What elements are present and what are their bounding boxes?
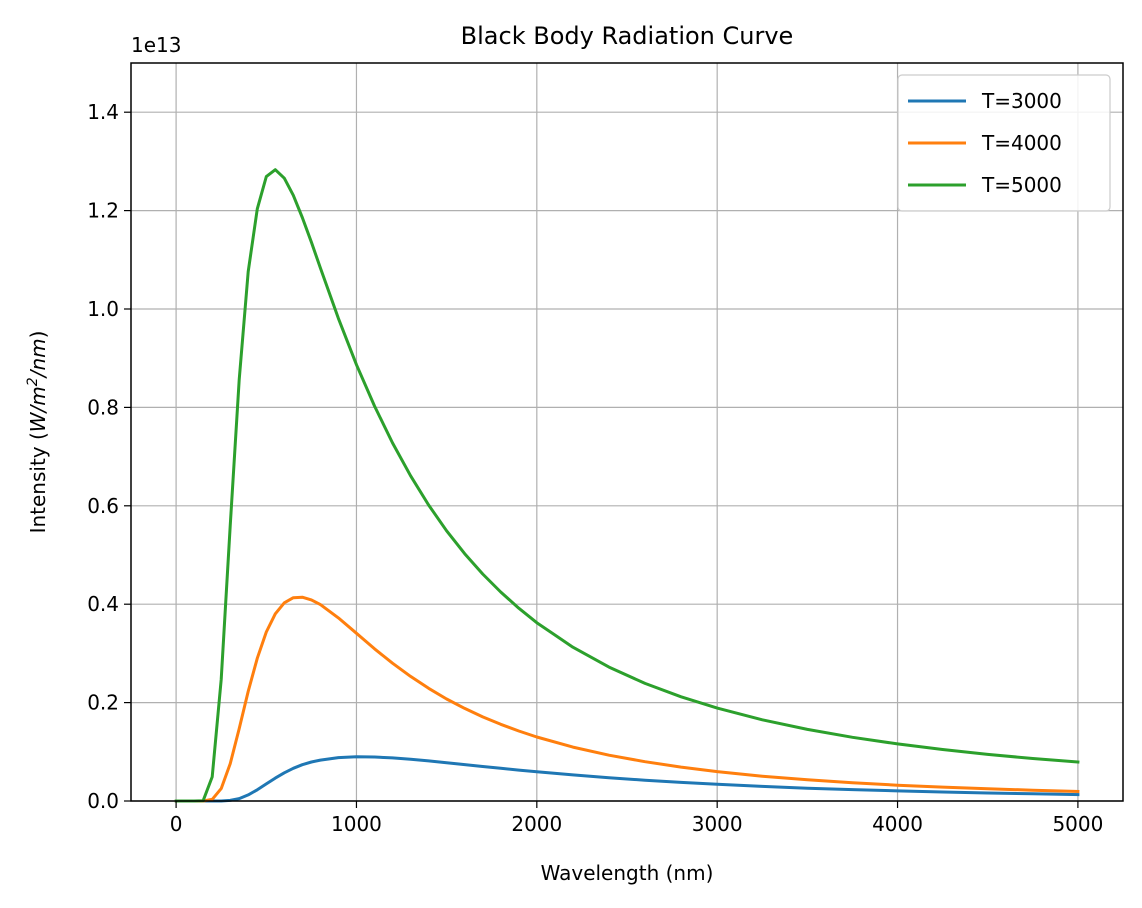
y-tick-label: 0.2: [87, 691, 119, 715]
legend-label-3: T=5000: [981, 173, 1062, 197]
legend-label-2: T=4000: [981, 131, 1062, 155]
y-axis-title: Intensity (W/m2/nm): [25, 331, 50, 534]
y-axis-title-suffix: ): [26, 331, 50, 339]
y-tick-label: 0.6: [87, 494, 119, 518]
axis-ticks: 0 1000 2000 3000 4000 5000 0.0 0.2 0.4 0.6 0.8 1.0 1…: [87, 100, 1103, 836]
x-tick-label: 3000: [692, 812, 743, 836]
y-axis-title-prefix: Intensity (: [26, 432, 50, 533]
y-axis-title-unit-a: W/m: [26, 386, 50, 432]
legend-box: [897, 74, 1111, 212]
y-tick-label: 0.8: [87, 395, 119, 419]
series-line-3: [174, 168, 1080, 803]
x-tick-label: 4000: [872, 812, 923, 836]
y-offset-label: 1e13: [131, 33, 181, 57]
x-tick-label: 0: [170, 812, 183, 836]
y-tick-label: 1.0: [87, 297, 119, 321]
y-axis-title-unit-b: /nm: [26, 338, 50, 379]
y-tick-label: 0.4: [87, 592, 119, 616]
x-tick-label: 2000: [511, 812, 562, 836]
y-axis-title-superscript: 2: [25, 377, 41, 386]
legend: T=3000 T=4000 T=5000: [897, 74, 1111, 212]
x-axis-title: Wavelength (nm): [541, 861, 714, 885]
y-tick-label: 1.4: [87, 100, 119, 124]
legend-label-1: T=3000: [981, 89, 1062, 113]
y-tick-label: 1.2: [87, 199, 119, 223]
x-tick-label: 5000: [1052, 812, 1103, 836]
series-line-2: [174, 595, 1080, 803]
series-line-1: [174, 755, 1080, 803]
chart-title: Black Body Radiation Curve: [461, 22, 794, 50]
y-tick-label: 0.0: [87, 789, 119, 813]
x-tick-label: 1000: [331, 812, 382, 836]
grid-lines: [131, 63, 1123, 802]
plot-lines: [174, 168, 1080, 803]
plot-frame: [130, 62, 1124, 802]
